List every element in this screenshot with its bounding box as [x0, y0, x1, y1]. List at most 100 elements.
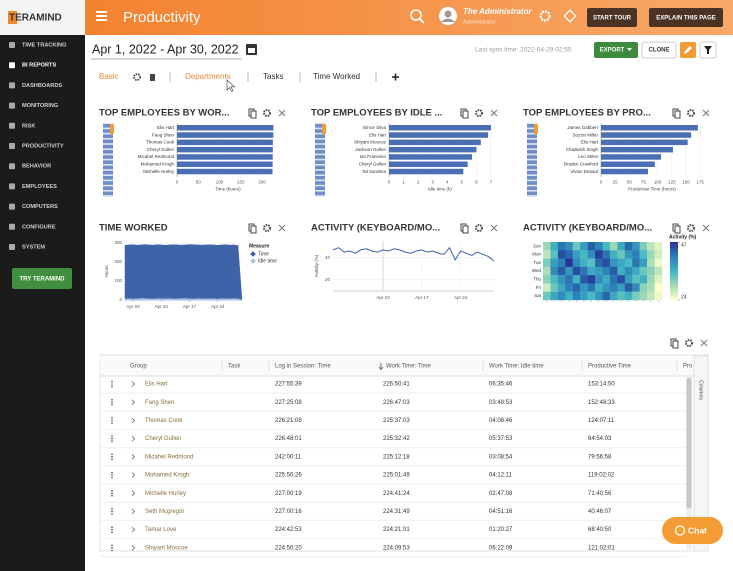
- menu-icon: [9, 163, 15, 170]
- side-tab[interactable]: [693, 355, 709, 552]
- heat-cell: [587, 275, 596, 284]
- cell: 224:41:24: [383, 491, 410, 497]
- search-icon[interactable]: [410, 9, 422, 21]
- column-header[interactable]: Pro: [683, 364, 693, 370]
- column-header[interactable]: Work Time: Idle time: [489, 364, 544, 370]
- column-header[interactable]: Work Time: Time: [386, 364, 432, 370]
- tab-settings[interactable]: [133, 73, 141, 81]
- cell: 03:48:53: [489, 400, 513, 406]
- overview-stripe: [315, 134, 325, 138]
- side-tab-label[interactable]: Columns: [698, 380, 704, 400]
- user-role: Administrator: [463, 19, 496, 25]
- close-icon[interactable]: [278, 109, 286, 117]
- menu-item[interactable]: PRODUCTIVITY: [22, 143, 64, 149]
- settings-icon[interactable]: [539, 10, 551, 22]
- group-cell: Cheryl Gullen: [145, 436, 181, 442]
- overview-stripe: [315, 181, 325, 185]
- x-tick-label: 7: [490, 179, 493, 184]
- top-button[interactable]: [587, 8, 637, 27]
- expand-chevron[interactable]: [131, 490, 136, 496]
- y-tick-label: 100: [114, 278, 122, 283]
- expand-chevron[interactable]: [131, 435, 136, 442]
- column-header[interactable]: Log in Session: Time: [275, 364, 331, 370]
- bar: [389, 125, 491, 131]
- tab[interactable]: Departments: [185, 72, 231, 81]
- menu-item[interactable]: COMPUTERS: [22, 204, 58, 210]
- settings-icon[interactable]: [475, 109, 483, 117]
- menu-item[interactable]: MONITORING: [22, 103, 58, 109]
- drag-handle: [111, 417, 113, 419]
- heat-cell: [550, 283, 559, 292]
- scroll-thumb[interactable]: [686, 378, 692, 508]
- settings-icon[interactable]: [263, 224, 271, 232]
- settings-icon[interactable]: [687, 109, 695, 117]
- heat-cell: [617, 258, 626, 268]
- date-range[interactable]: Apr 1, 2022 - Apr 30, 2022: [92, 42, 239, 56]
- heat-cell: [550, 258, 559, 268]
- menu-item[interactable]: EMPLOYEES: [22, 184, 57, 190]
- cell: 227:00:19: [275, 491, 302, 497]
- menu-item[interactable]: SYSTEM: [22, 244, 45, 250]
- help-icon[interactable]: [563, 9, 577, 23]
- expand-chevron[interactable]: [131, 417, 136, 424]
- settings-icon[interactable]: [475, 224, 483, 232]
- top-button-label[interactable]: EXPLAIN THIS PAGE: [656, 16, 716, 22]
- expand-chevron[interactable]: [131, 472, 136, 478]
- column-header[interactable]: Task: [228, 364, 241, 370]
- tab[interactable]: Time Worked: [313, 72, 360, 81]
- close-icon[interactable]: [490, 224, 498, 232]
- expand-chevron[interactable]: [131, 545, 136, 551]
- heat-cell: [632, 242, 640, 251]
- top-button[interactable]: [649, 8, 723, 27]
- heat-cell: [617, 283, 626, 292]
- chat-button[interactable]: [662, 517, 723, 544]
- drag-handle: [111, 510, 113, 513]
- colorbar-title: Activity (%): [669, 234, 697, 240]
- close-icon[interactable]: [702, 224, 710, 232]
- cta-button[interactable]: [12, 268, 72, 289]
- expand-chevron[interactable]: [131, 381, 136, 387]
- menu-item[interactable]: TIME TRACKING: [22, 42, 66, 48]
- heat-cell: [557, 250, 566, 259]
- cta-label[interactable]: TRY TERAMIND: [20, 277, 66, 283]
- menu-toggle: [96, 19, 107, 21]
- expand-chevron[interactable]: [131, 508, 136, 515]
- menu-item[interactable]: BI REPORTS: [22, 63, 56, 69]
- expand-chevron[interactable]: [131, 454, 136, 460]
- add-tab[interactable]: [392, 73, 399, 81]
- clone-button[interactable]: [641, 41, 677, 59]
- export-label[interactable]: EXPORT: [600, 48, 625, 54]
- tab[interactable]: Basic: [99, 72, 119, 81]
- column-header[interactable]: Productive Time: [588, 364, 632, 370]
- settings-icon[interactable]: [685, 339, 693, 347]
- tab-delete[interactable]: [150, 74, 155, 81]
- export-button[interactable]: [594, 42, 638, 58]
- close-icon[interactable]: [490, 109, 498, 117]
- category-label: Elis Hart: [157, 125, 175, 130]
- heat-cell: [595, 266, 603, 276]
- clone-label[interactable]: CLONE: [649, 48, 670, 54]
- menu-item[interactable]: CONFIGURE: [22, 224, 56, 230]
- menu-item[interactable]: DASHBOARDS: [22, 83, 62, 89]
- close-icon[interactable]: [278, 224, 286, 232]
- column-header[interactable]: Group: [130, 364, 147, 370]
- expand-chevron[interactable]: [131, 399, 136, 405]
- overview-stripe: [315, 150, 325, 154]
- menu-item[interactable]: BEHAVIOR: [22, 164, 51, 170]
- tab[interactable]: Tasks: [263, 72, 283, 81]
- heat-cell: [580, 266, 588, 276]
- settings-icon[interactable]: [687, 224, 695, 232]
- copy-icon: [462, 225, 469, 234]
- close-icon[interactable]: [700, 339, 708, 347]
- expand-chevron[interactable]: [131, 526, 136, 533]
- close-icon[interactable]: [702, 109, 710, 117]
- heat-cell: [543, 242, 551, 251]
- category-label: Thomas Cook: [146, 140, 175, 145]
- top-button-label[interactable]: START TOUR: [593, 16, 632, 22]
- overview-stripe: [315, 186, 325, 190]
- chat-label[interactable]: Chat: [688, 525, 707, 535]
- menu-item[interactable]: RISK: [22, 123, 35, 129]
- settings-icon[interactable]: [263, 109, 271, 117]
- heat-cell: [609, 283, 618, 292]
- drag-handle: [111, 385, 113, 388]
